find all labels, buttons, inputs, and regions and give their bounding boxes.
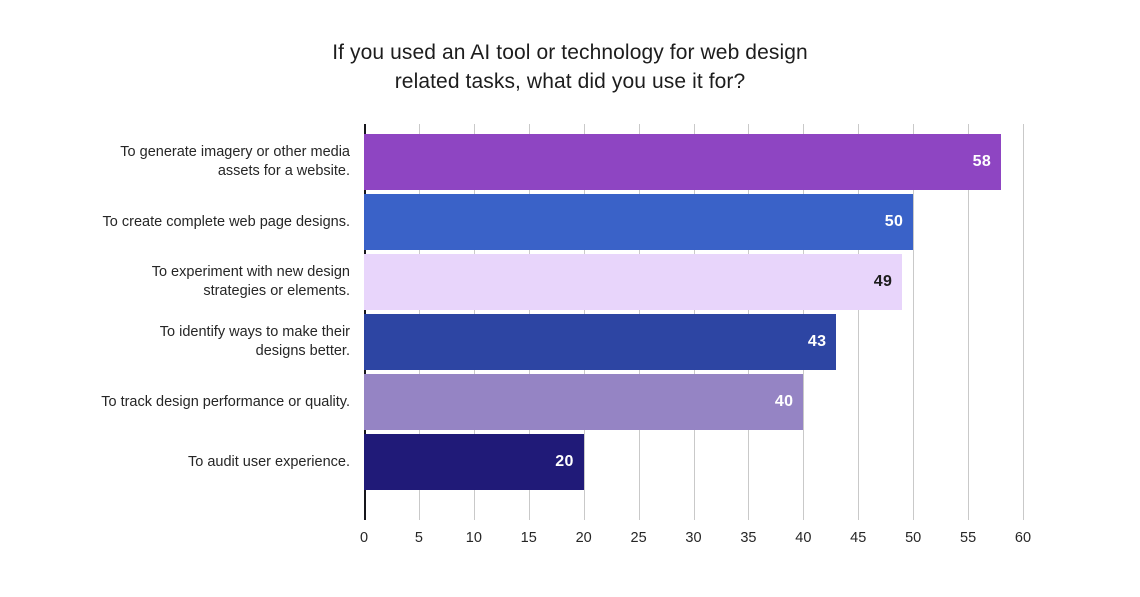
x-tick-label-55: 55 bbox=[960, 530, 977, 546]
bar[interactable]: 50 bbox=[364, 194, 914, 250]
gridline-55 bbox=[968, 124, 970, 520]
category-label: To track design performance or quality. bbox=[48, 374, 350, 430]
category-label: To identify ways to make their designs be… bbox=[48, 314, 350, 370]
bar[interactable]: 49 bbox=[364, 254, 903, 310]
plot-area: 58 50 49 43 40 20 bbox=[364, 124, 1024, 520]
x-tick-label-0: 0 bbox=[359, 530, 369, 546]
bar-value-label: 20 bbox=[555, 453, 574, 470]
category-label-line: To identify ways to make their bbox=[159, 324, 350, 340]
category-label-line: To experiment with new design bbox=[151, 264, 350, 280]
x-tick-label-60: 60 bbox=[1014, 530, 1032, 546]
x-tick-label-5: 5 bbox=[414, 530, 423, 546]
bar-value-label: 43 bbox=[807, 333, 827, 350]
x-tick-label-45: 45 bbox=[850, 530, 867, 546]
bar-value-label: 49 bbox=[873, 273, 893, 290]
x-tick-label-30: 30 bbox=[685, 530, 702, 546]
category-label-line: assets for a website. bbox=[217, 163, 350, 179]
chart-title-line-1: If you used an AI tool or technology for… bbox=[332, 41, 808, 64]
x-tick-label-35: 35 bbox=[740, 530, 757, 546]
x-tick-label-40: 40 bbox=[795, 530, 812, 546]
category-label-line: designs better. bbox=[255, 343, 350, 359]
category-label: To create complete web page designs. bbox=[48, 194, 350, 250]
category-label-line: To generate imagery or other media bbox=[120, 144, 350, 160]
bar-value-label: 58 bbox=[972, 153, 992, 170]
gridline-45 bbox=[858, 124, 860, 520]
category-label-line: strategies or elements. bbox=[203, 283, 350, 299]
category-label: To audit user experience. bbox=[48, 434, 350, 490]
bar[interactable]: 20 bbox=[364, 434, 584, 490]
category-label-line: To audit user experience. bbox=[187, 453, 350, 470]
bar[interactable]: 43 bbox=[364, 314, 837, 370]
category-label-line: To track design performance or quality. bbox=[101, 393, 350, 410]
category-label-line: To create complete web page designs. bbox=[102, 213, 350, 230]
x-tick-label-10: 10 bbox=[465, 530, 482, 546]
x-tick-label-20: 20 bbox=[575, 530, 592, 546]
gridline-60 bbox=[1023, 124, 1024, 520]
bar[interactable]: 40 bbox=[364, 374, 804, 430]
x-tick-label-25: 25 bbox=[630, 530, 647, 546]
chart-title-line-2: related tasks, what did you use it for? bbox=[394, 70, 746, 93]
bar-value-label: 40 bbox=[774, 393, 794, 410]
x-tick-label-50: 50 bbox=[905, 530, 922, 546]
bar[interactable]: 58 bbox=[364, 134, 1002, 190]
bar-value-label: 50 bbox=[884, 213, 904, 230]
chart-title: If you used an AI tool or technology for… bbox=[0, 38, 1140, 96]
x-tick-label-15: 15 bbox=[520, 530, 537, 546]
category-label: To experiment with new design strategies … bbox=[48, 254, 350, 310]
category-label: To generate imagery or other media assets… bbox=[48, 134, 350, 190]
gridline-50 bbox=[913, 124, 915, 520]
